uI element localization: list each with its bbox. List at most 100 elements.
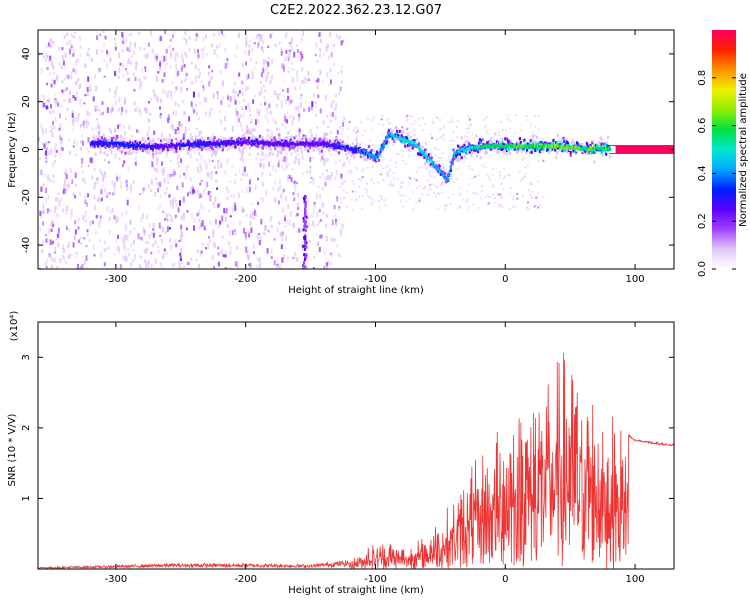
noise-speck <box>213 33 216 37</box>
noise-speck <box>45 147 48 151</box>
noise-speck <box>132 248 135 253</box>
noise-speck <box>224 250 227 255</box>
ridge-cell <box>287 131 290 135</box>
noise-speck <box>418 200 421 203</box>
noise-speck <box>57 192 60 195</box>
noise-speck <box>220 119 223 125</box>
noise-speck <box>316 126 319 129</box>
noise-speck <box>246 253 249 260</box>
noise-speck <box>248 179 251 185</box>
noise-speck <box>343 117 346 120</box>
ridge-cell <box>387 128 391 132</box>
noise-speck <box>303 108 306 112</box>
streak-speck <box>306 225 309 229</box>
noise-speck <box>136 129 138 133</box>
noise-speck <box>194 38 197 41</box>
noise-speck <box>60 197 63 201</box>
noise-speck <box>135 156 137 160</box>
noise-speck <box>296 203 299 210</box>
ridge-cell <box>486 141 489 145</box>
noise-speck <box>77 226 80 230</box>
noise-speck <box>65 173 68 180</box>
noise-speck <box>159 60 162 67</box>
noise-speck <box>150 189 153 193</box>
noise-speck <box>220 249 223 255</box>
ridge-cell <box>599 145 602 148</box>
noise-speck <box>534 125 537 128</box>
ridge-cell <box>142 137 145 141</box>
noise-speck <box>188 191 191 194</box>
noise-speck <box>76 264 79 269</box>
noise-speck <box>271 130 274 137</box>
noise-speck <box>296 76 299 82</box>
noise-speck <box>342 128 345 131</box>
noise-speck <box>138 264 141 268</box>
noise-speck <box>165 152 168 158</box>
noise-speck <box>151 84 154 89</box>
noise-speck <box>240 177 242 182</box>
noise-speck <box>385 197 387 200</box>
streak-speck <box>303 223 306 227</box>
ridge-cell <box>381 147 384 151</box>
noise-speck <box>510 187 513 190</box>
noise-speck <box>197 53 200 59</box>
ridge-cell <box>318 137 322 141</box>
noise-speck <box>41 141 44 146</box>
noise-speck <box>152 222 155 228</box>
noise-speck <box>135 62 138 65</box>
ridge-cell <box>325 139 328 143</box>
noise-speck <box>516 197 519 200</box>
noise-speck <box>96 118 98 121</box>
ridge-cell <box>387 140 391 144</box>
ridge-cell <box>224 137 227 141</box>
noise-speck <box>365 182 368 185</box>
noise-speck <box>242 108 245 111</box>
noise-speck <box>152 232 155 238</box>
noise-speck <box>293 252 296 259</box>
noise-speck <box>232 203 235 210</box>
noise-speck <box>270 229 273 233</box>
ridge-cell <box>356 141 359 145</box>
noise-speck <box>404 142 407 145</box>
noise-speck <box>356 135 359 138</box>
noise-speck <box>324 111 327 114</box>
noise-speck <box>497 193 500 196</box>
noise-speck <box>206 57 209 64</box>
ridge-cell <box>94 152 97 156</box>
noise-speck <box>313 133 316 140</box>
noise-speck <box>151 213 154 218</box>
noise-speck <box>278 221 281 225</box>
noise-speck <box>274 180 277 185</box>
noise-speck <box>229 180 232 183</box>
ridge-cell <box>556 151 559 155</box>
noise-speck <box>267 45 270 48</box>
ridge-cell <box>351 142 354 146</box>
noise-speck <box>63 64 66 70</box>
noise-speck <box>260 158 263 161</box>
noise-speck <box>116 179 119 182</box>
noise-speck <box>526 164 529 167</box>
noise-speck <box>108 217 111 221</box>
noise-speck <box>118 175 121 181</box>
noise-speck <box>47 210 50 216</box>
noise-speck <box>452 140 455 142</box>
noise-speck <box>224 267 227 269</box>
noise-speck <box>70 176 73 183</box>
noise-speck <box>229 246 232 250</box>
noise-speck <box>191 105 194 112</box>
noise-speck <box>334 175 337 180</box>
noise-speck <box>252 244 255 249</box>
noise-speck <box>82 120 85 127</box>
ridge-cell <box>404 144 407 148</box>
noise-speck <box>140 266 143 269</box>
noise-speck <box>309 181 312 184</box>
noise-speck <box>127 165 130 172</box>
noise-speck <box>384 166 387 169</box>
noise-speck <box>161 88 164 93</box>
noise-speck <box>463 141 466 143</box>
ridge-cell <box>95 136 98 140</box>
noise-speck <box>389 159 392 162</box>
noise-speck <box>174 101 177 106</box>
noise-speck <box>331 181 334 187</box>
noise-speck <box>369 139 372 142</box>
